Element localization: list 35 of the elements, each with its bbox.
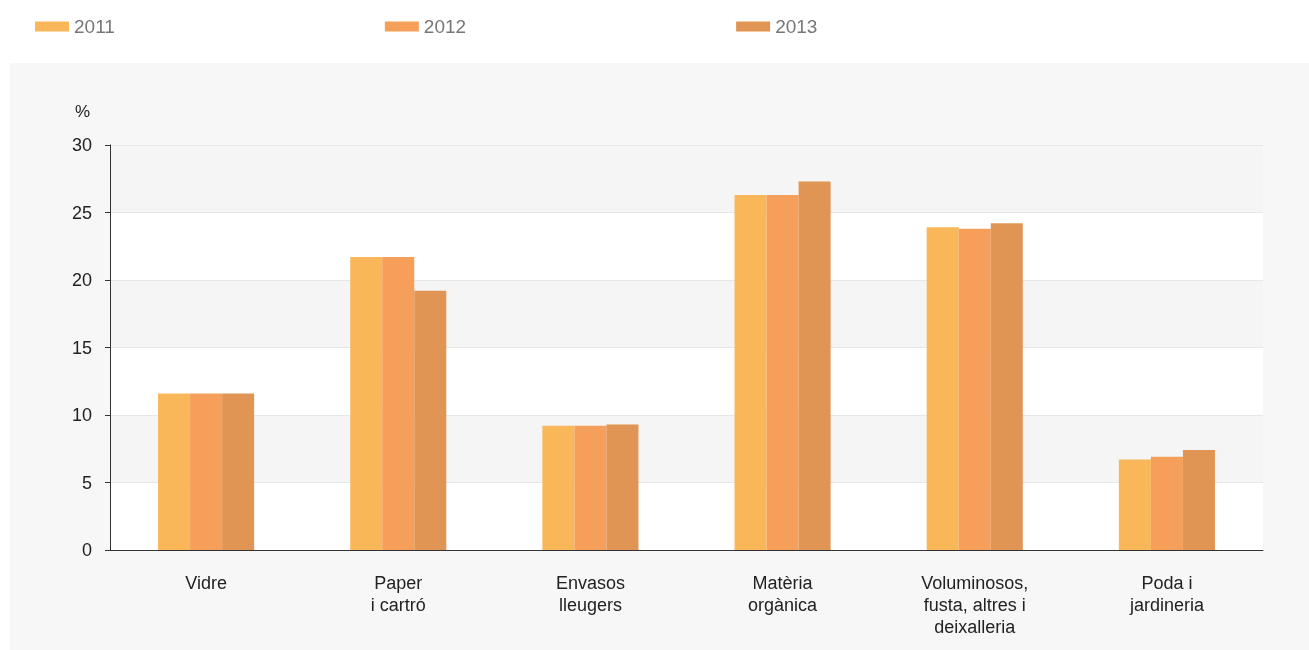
x-tick-label: Voluminosos, fusta, altres i deixalleria <box>921 573 1029 637</box>
bar <box>190 393 223 550</box>
bar <box>574 425 607 550</box>
x-tick-label: Vidre <box>185 573 227 593</box>
y-tick-label: 25 <box>71 202 92 223</box>
bar <box>798 181 831 550</box>
y-tick-label: 10 <box>71 405 92 425</box>
legend-label: 2013 <box>775 16 818 37</box>
bar <box>382 257 415 550</box>
bar <box>222 393 255 550</box>
bar <box>350 257 383 550</box>
x-tick-label: Poda i jardineria <box>1128 573 1205 615</box>
bar <box>990 223 1023 550</box>
y-tick-label: 15 <box>71 337 92 358</box>
bar <box>926 227 959 550</box>
y-axis-title: % <box>74 102 90 121</box>
bar <box>766 194 799 550</box>
x-tick-label: Matèria orgànica <box>748 573 819 615</box>
legend-label: 2012 <box>423 16 467 37</box>
y-tick-label: 0 <box>81 540 92 560</box>
bar <box>734 194 767 550</box>
bar <box>158 393 191 550</box>
bar <box>414 290 447 550</box>
y-tick-label: 5 <box>81 472 92 493</box>
x-tick-label: Paper i cartró <box>370 573 426 615</box>
bar <box>542 425 575 550</box>
y-tick-label: 20 <box>71 270 92 290</box>
bar <box>1182 450 1215 550</box>
bar <box>958 228 991 550</box>
bar <box>606 424 639 550</box>
x-tick-label: Envasos lleugers <box>555 573 625 615</box>
legend-label: 2011 <box>74 16 115 37</box>
bar <box>1118 459 1151 550</box>
y-tick-label: 30 <box>71 135 92 155</box>
bar <box>1150 456 1183 550</box>
